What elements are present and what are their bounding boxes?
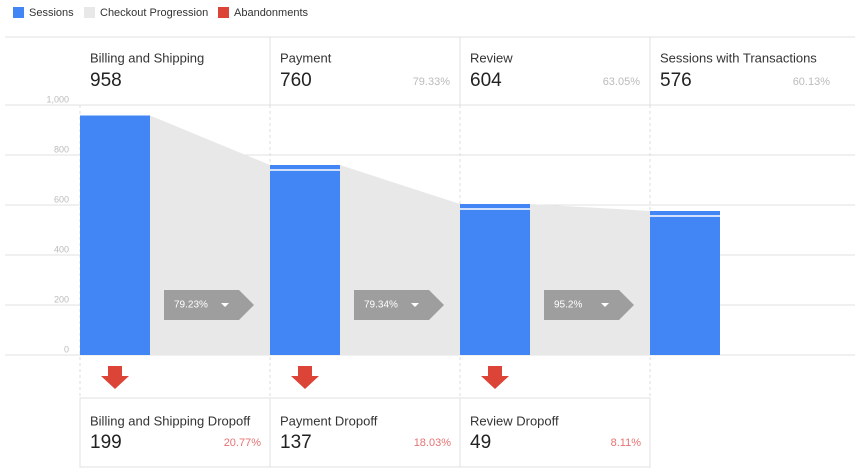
progression-badge — [354, 290, 444, 320]
legend-label: Checkout Progression — [100, 7, 208, 19]
dropoff-box — [79, 397, 651, 468]
y-tick-label: 0 — [64, 344, 69, 354]
stage-value: 760 — [280, 70, 312, 91]
bar — [80, 115, 150, 355]
stage-value: 604 — [470, 70, 502, 91]
dropoff-rate: 8.11% — [611, 437, 642, 449]
abandon-arrow — [101, 366, 129, 389]
bar — [270, 165, 340, 355]
legend-swatch — [84, 7, 95, 18]
stage-name: Sessions with Transactions — [660, 50, 817, 65]
stage-name: Billing and Shipping — [90, 50, 204, 65]
stage-value: 576 — [660, 70, 692, 91]
progression-label: 79.34% — [364, 300, 398, 311]
progression-badge — [544, 290, 634, 320]
stage-name: Review — [470, 50, 513, 65]
bar — [460, 204, 530, 355]
dropdown-icon — [601, 303, 609, 307]
y-tick-label: 1,000 — [46, 94, 69, 104]
progression-badge — [164, 290, 254, 320]
y-tick-label: 800 — [54, 144, 69, 154]
dropoff-value: 49 — [470, 432, 491, 453]
dropdown-icon — [221, 303, 229, 307]
stage-rate: 60.13% — [793, 76, 831, 88]
dropoff-value: 199 — [90, 432, 122, 453]
y-tick-label: 200 — [54, 294, 69, 304]
progression-label: 95.2% — [554, 300, 582, 311]
stage-rate: 79.33% — [413, 76, 451, 88]
dropoff-name: Billing and Shipping Dropoff — [90, 413, 251, 428]
progression-area — [530, 204, 650, 355]
y-tick-label: 400 — [54, 244, 69, 254]
stage-value: 958 — [90, 70, 122, 91]
bar — [650, 211, 720, 355]
stage-rate: 63.05% — [603, 76, 641, 88]
legend-label: Abandonments — [234, 7, 308, 19]
dropdown-icon — [411, 303, 419, 307]
dropoff-name: Review Dropoff — [470, 413, 559, 428]
dropoff-value: 137 — [280, 432, 312, 453]
y-tick-label: 600 — [54, 194, 69, 204]
abandon-arrow — [481, 366, 509, 389]
stage-name: Payment — [280, 50, 332, 65]
legend-swatch — [218, 7, 229, 18]
legend-swatch — [13, 7, 24, 18]
progression-area — [340, 165, 460, 355]
progression-label: 79.23% — [174, 300, 208, 311]
abandon-arrow — [291, 366, 319, 389]
dropoff-rate: 20.77% — [224, 437, 262, 449]
legend-label: Sessions — [29, 7, 74, 19]
dropoff-name: Payment Dropoff — [280, 413, 378, 428]
dropoff-rate: 18.03% — [414, 437, 452, 449]
